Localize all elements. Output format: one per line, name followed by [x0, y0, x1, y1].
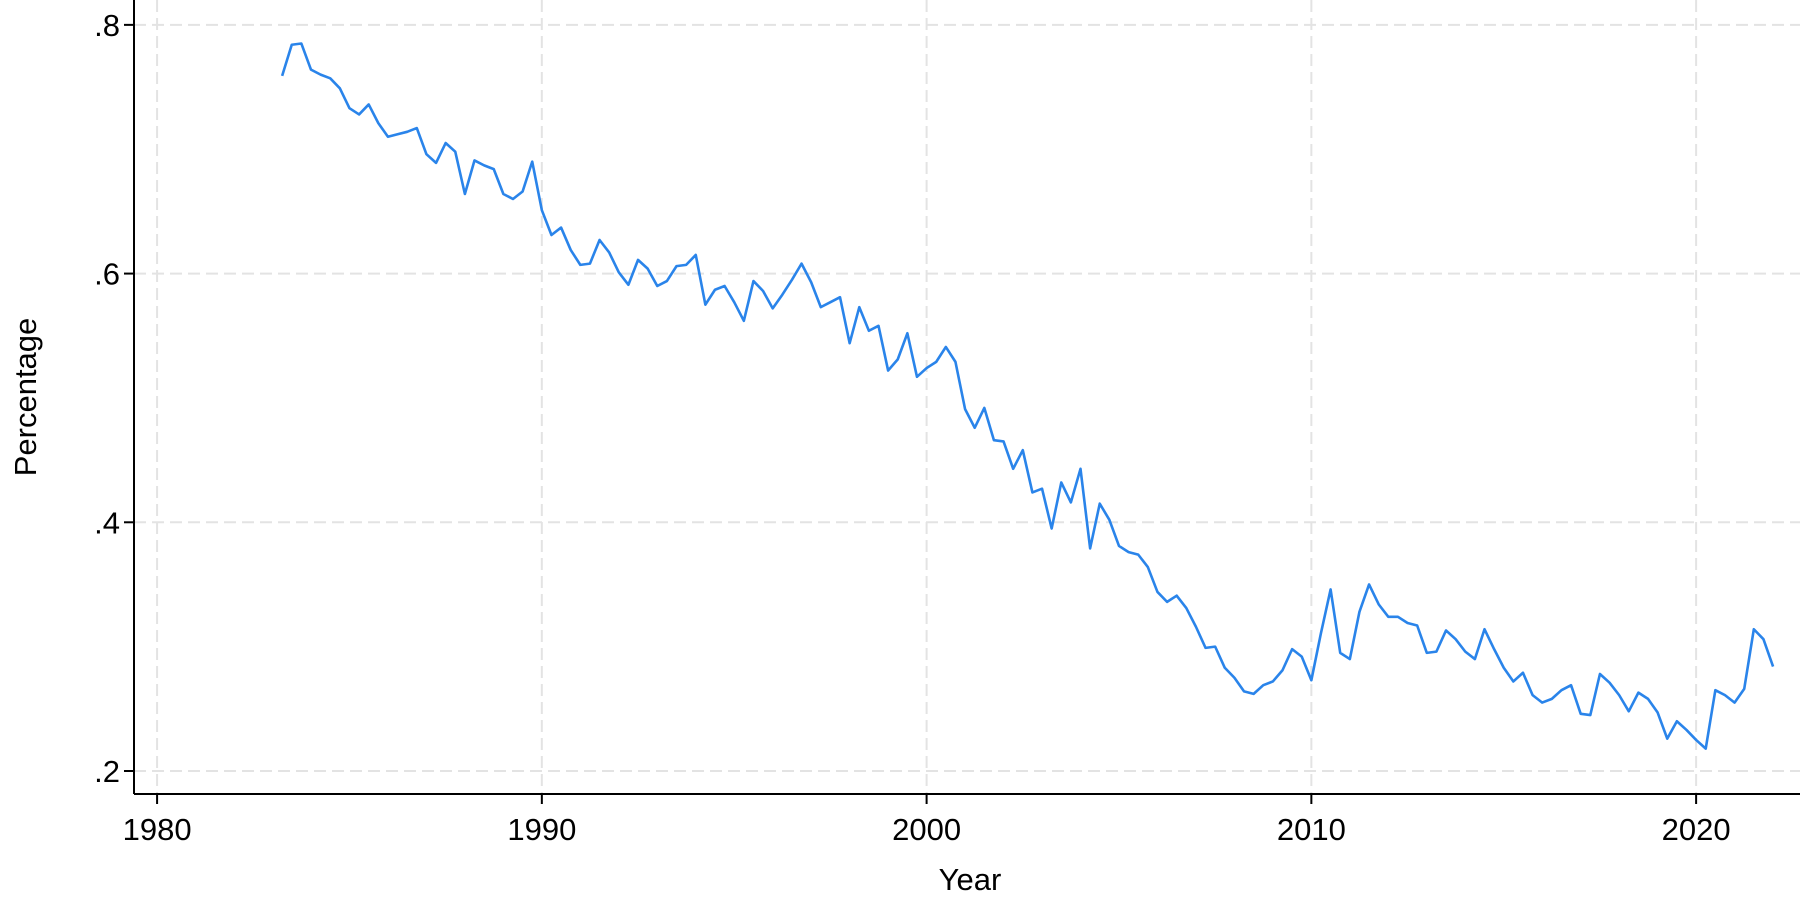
- y-tick-label: .2: [94, 754, 120, 789]
- x-tick-label: 2010: [1277, 812, 1346, 847]
- x-tick-label: 1990: [507, 812, 576, 847]
- x-axis-label: Year: [939, 862, 1002, 897]
- x-tick-label: 2020: [1662, 812, 1731, 847]
- y-tick-label: .8: [94, 8, 120, 43]
- y-tick-label: .6: [94, 257, 120, 292]
- y-tick-label: .4: [94, 505, 120, 540]
- series-line: [280, 42, 1775, 750]
- y-axis-label: Percentage: [8, 318, 43, 477]
- x-tick-label: 1980: [123, 812, 192, 847]
- x-tick-label: 2000: [892, 812, 961, 847]
